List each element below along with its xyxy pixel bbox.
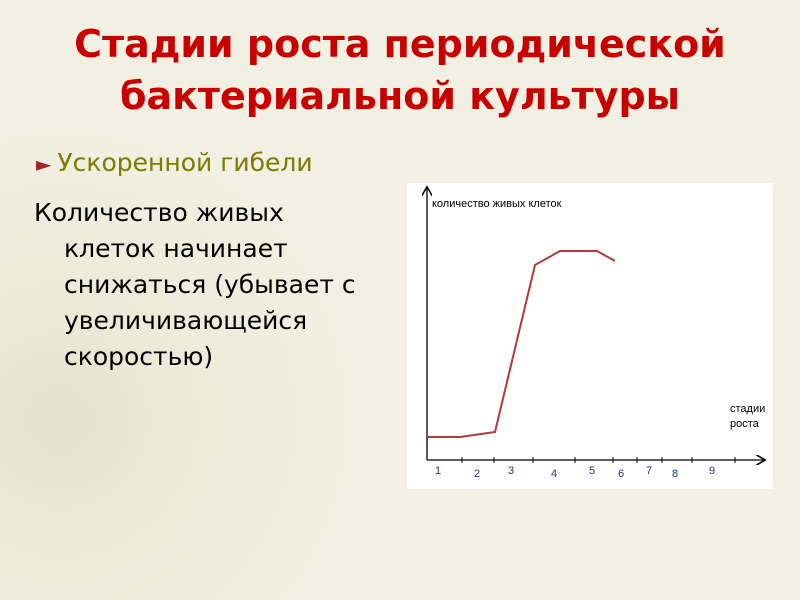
stage-label: 9 — [709, 465, 715, 477]
growth-curve — [427, 250, 616, 438]
stage-label: 6 — [618, 468, 624, 480]
body-line: клеток начинает — [64, 234, 288, 263]
body-line: Количество живых — [34, 198, 284, 227]
stage-label: 7 — [646, 465, 652, 477]
body-line: снижаться (убывает с — [64, 270, 356, 299]
stage-label: 3 — [508, 465, 514, 477]
title-line: бактериальной культуры — [119, 74, 681, 118]
stage-label: 2 — [474, 468, 480, 480]
stage-label: 5 — [589, 465, 595, 477]
body-line: скоростью) — [64, 342, 214, 371]
bullet: ► Ускоренной гибели — [36, 148, 313, 177]
stage-label: 4 — [551, 468, 557, 480]
title-line: Стадии роста периодической — [74, 22, 726, 66]
y-axis-label: количество живых клеток — [432, 198, 562, 210]
stage-label: 8 — [672, 468, 678, 480]
slide-title: Стадии роста периодической бактериальной… — [0, 18, 800, 122]
stage-label: 1 — [435, 465, 441, 477]
x-axis-label: стадии — [730, 403, 765, 415]
body-line: увеличивающейся — [64, 306, 308, 335]
stage-labels: 1 2 3 4 5 6 7 8 9 — [435, 457, 736, 480]
body-text: Количество живых клеток начинает снижать… — [34, 195, 356, 375]
bullet-text: Ускоренной гибели — [57, 148, 313, 177]
x-axis-label: роста — [730, 418, 760, 430]
figure-background — [407, 183, 773, 489]
